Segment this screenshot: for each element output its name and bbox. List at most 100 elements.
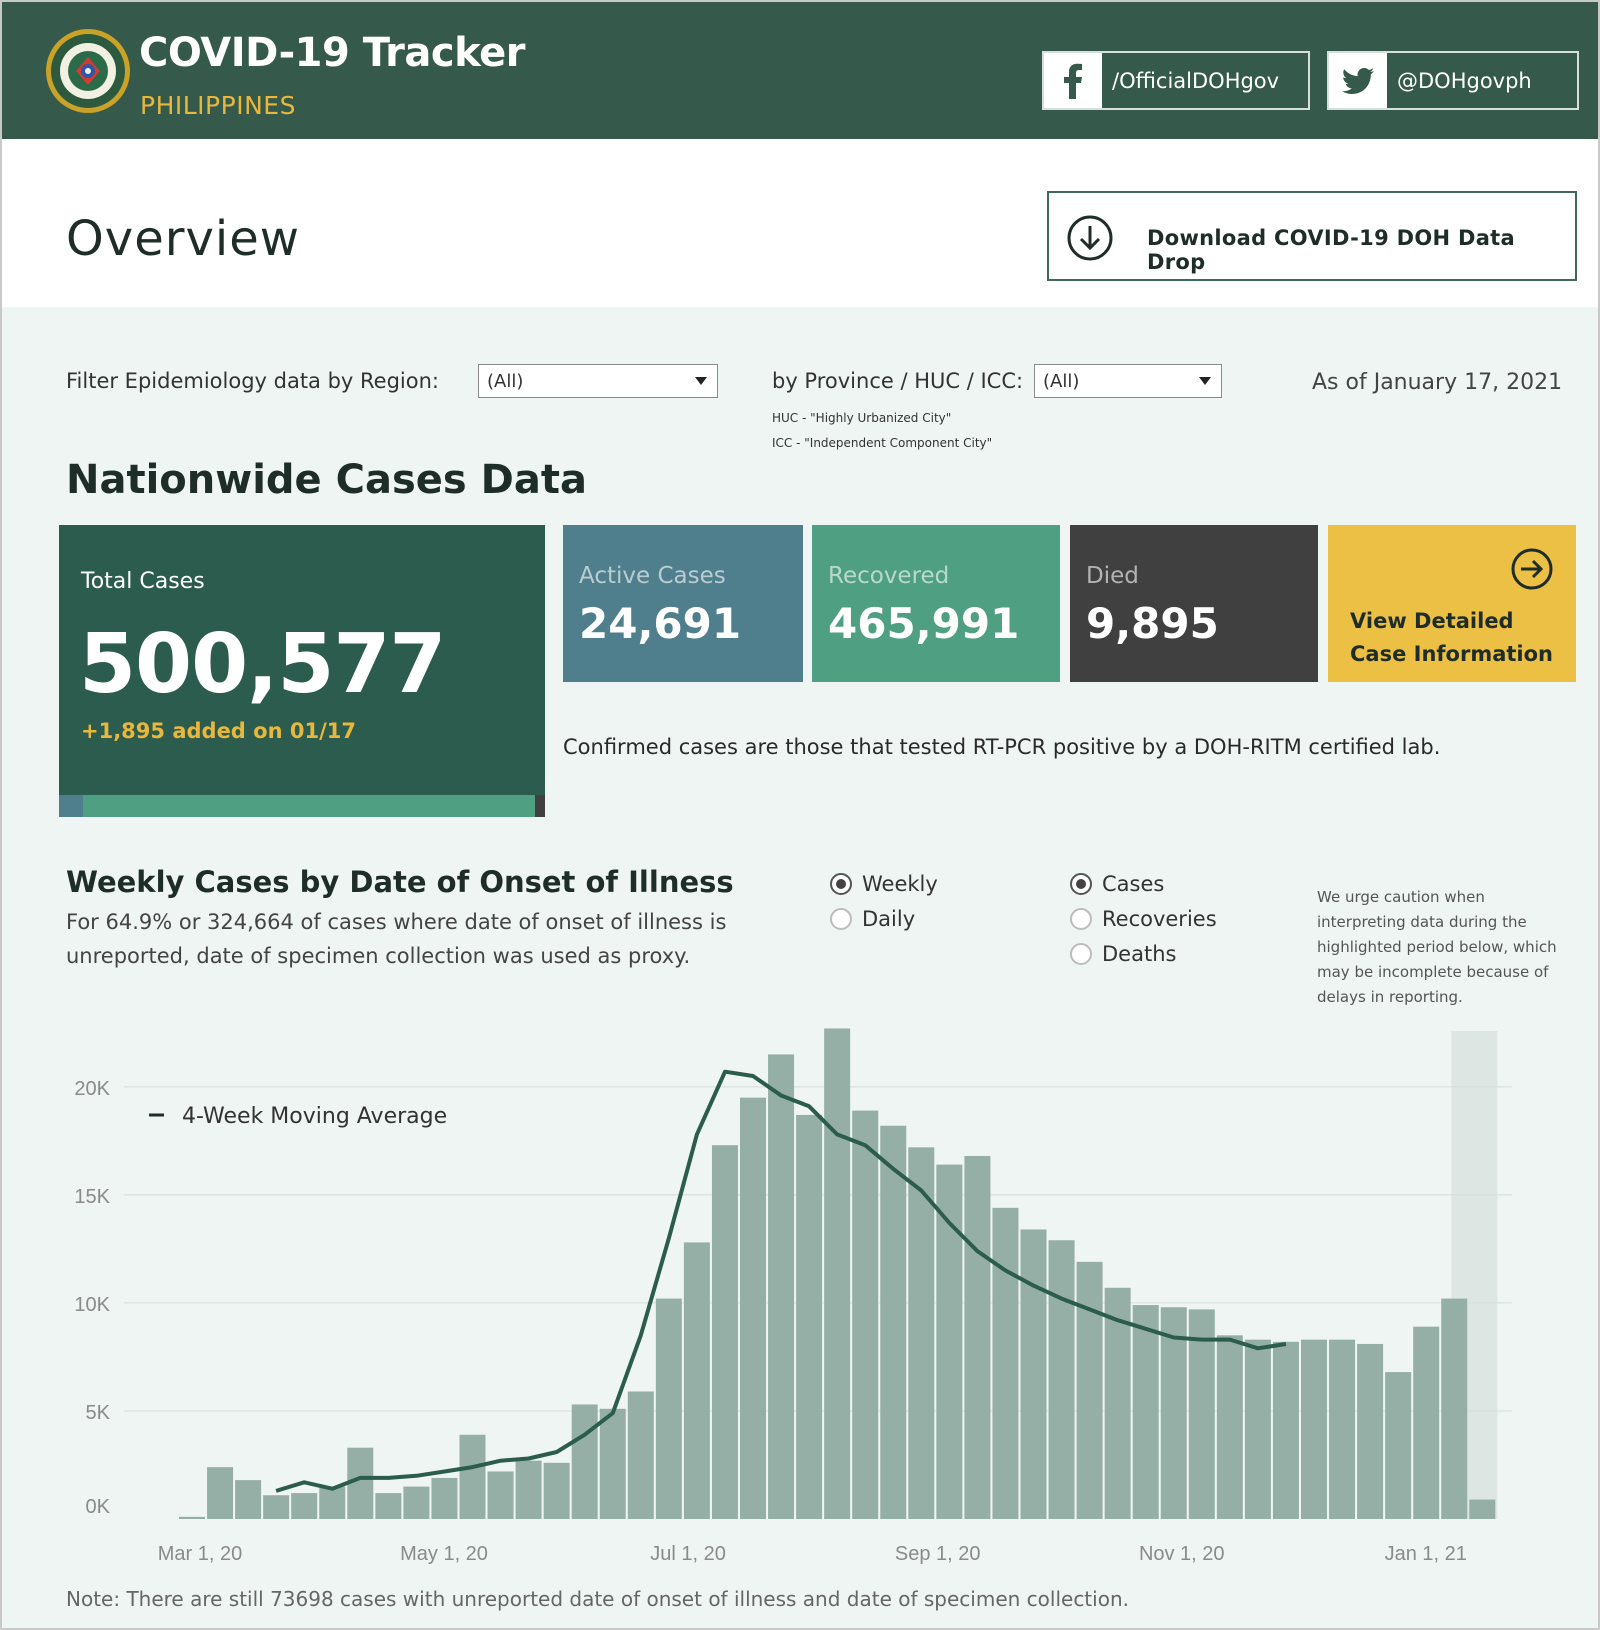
recovered-label: Recovered (828, 563, 950, 589)
facebook-link[interactable]: /OfficialDOHgov (1042, 51, 1310, 110)
y-tick-label: 20K (74, 1078, 110, 1100)
doh-seal-logo (46, 29, 130, 113)
bar (1020, 1229, 1047, 1519)
bar (207, 1467, 234, 1519)
recovered-value: 465,991 (828, 599, 1020, 648)
composition-recovered-segment (82, 795, 536, 817)
huc-note: HUC - "Highly Urbanized City" (772, 411, 952, 425)
province-select-value: (All) (1043, 371, 1080, 392)
bar (711, 1145, 738, 1519)
bar (1272, 1341, 1299, 1519)
province-select[interactable]: (All) (1034, 364, 1222, 398)
radio-recoveries-label: Recoveries (1102, 907, 1217, 931)
region-select[interactable]: (All) (478, 364, 718, 398)
bar (1469, 1499, 1496, 1519)
twitter-icon (1329, 53, 1387, 108)
download-data-drop-button[interactable]: Download COVID-19 DOH Data Drop (1047, 191, 1577, 281)
radio-weekly-label: Weekly (862, 872, 938, 896)
view-detailed-case-button[interactable]: View Detailed Case Information (1328, 525, 1576, 682)
active-cases-value: 24,691 (579, 599, 742, 648)
radio-dot (1070, 943, 1092, 965)
bar (992, 1207, 1019, 1519)
active-cases-card: Active Cases 24,691 (563, 525, 803, 682)
radio-deaths[interactable]: Deaths (1070, 942, 1176, 966)
twitter-link[interactable]: @DOHgovph (1327, 51, 1579, 110)
bar (1104, 1287, 1131, 1519)
bar (1244, 1339, 1271, 1519)
radio-daily[interactable]: Daily (830, 907, 915, 931)
bar (515, 1460, 542, 1519)
composition-active-segment (59, 795, 83, 817)
page-title: Overview (66, 211, 300, 267)
x-tick-label: Jul 1, 20 (650, 1543, 726, 1565)
active-cases-label: Active Cases (579, 563, 726, 589)
facebook-icon (1044, 53, 1102, 108)
y-tick-label: 15K (74, 1186, 110, 1208)
bar (179, 1516, 205, 1519)
bar (1385, 1372, 1412, 1519)
bar (1329, 1339, 1356, 1519)
y-tick-label: 5K (86, 1402, 111, 1424)
composition-died-segment (535, 795, 545, 817)
overview-band: Overview Download COVID-19 DOH Data Drop (2, 139, 1598, 307)
bar (487, 1471, 514, 1519)
bar (1413, 1326, 1440, 1519)
region-filter-label: Filter Epidemiology data by Region: (66, 369, 439, 393)
confirmed-cases-note: Confirmed cases are those that tested RT… (563, 735, 1441, 759)
radio-cases[interactable]: Cases (1070, 872, 1164, 896)
bar (1048, 1240, 1075, 1519)
died-card: Died 9,895 (1070, 525, 1318, 682)
bar (936, 1164, 963, 1519)
weekly-chart-description: For 64.9% or 324,664 of cases where date… (66, 910, 727, 968)
bar (908, 1147, 935, 1519)
bar (683, 1242, 710, 1519)
died-label: Died (1086, 563, 1139, 589)
bar (459, 1434, 486, 1519)
bar (599, 1408, 626, 1519)
radio-recoveries[interactable]: Recoveries (1070, 907, 1217, 931)
bar (319, 1486, 346, 1519)
radio-cases-label: Cases (1102, 872, 1165, 896)
bar (1216, 1335, 1243, 1519)
recovered-card: Recovered 465,991 (812, 525, 1060, 682)
bar (796, 1114, 823, 1519)
weekly-chart-title: Weekly Cases by Date of Onset of Illness (66, 865, 734, 899)
bar (655, 1298, 682, 1519)
bar (1301, 1339, 1327, 1519)
radio-dot (1070, 908, 1092, 930)
footnote: Note: There are still 73698 cases with u… (66, 1587, 1129, 1611)
radio-weekly[interactable]: Weekly (830, 872, 938, 896)
download-label: Download COVID-19 DOH Data Drop (1147, 226, 1515, 274)
icc-note: ICC - "Independent Component City" (772, 436, 993, 450)
download-circle-icon (1067, 215, 1113, 261)
view-detailed-label: View Detailed Case Information (1350, 605, 1553, 671)
total-cases-value: 500,577 (79, 617, 446, 712)
bar (880, 1125, 907, 1519)
app-subtitle: PHILIPPINES (140, 91, 296, 120)
bar (964, 1155, 991, 1519)
bar (1132, 1305, 1159, 1519)
bar (1160, 1307, 1187, 1519)
legend-label: 4-Week Moving Average (182, 1104, 447, 1129)
facebook-label: /OfficialDOHgov (1112, 68, 1280, 93)
chevron-down-icon (1199, 377, 1211, 385)
x-tick-label: Mar 1, 20 (158, 1543, 242, 1565)
radio-daily-label: Daily (862, 907, 916, 931)
weekly-cases-chart: 0K 5K 10K 15K 20K 4-Week Moving Average Mar 1,… (74, 1028, 1512, 1565)
moving-average-line (275, 1069, 1287, 1493)
app-title: COVID-19 Tracker (139, 30, 525, 76)
x-tick-label: Jan 1, 21 (1385, 1543, 1467, 1565)
bar (431, 1477, 458, 1519)
twitter-label: @DOHgovph (1397, 68, 1532, 93)
bar (235, 1480, 262, 1519)
radio-deaths-label: Deaths (1102, 942, 1177, 966)
radio-dot-selected (830, 873, 852, 895)
x-tick-label: May 1, 20 (400, 1543, 488, 1565)
radio-dot (830, 908, 852, 930)
nationwide-title: Nationwide Cases Data (66, 457, 587, 503)
x-tick-label: Sep 1, 20 (895, 1543, 981, 1565)
bar (1441, 1298, 1468, 1519)
bar (571, 1404, 598, 1519)
bar (824, 1028, 851, 1519)
